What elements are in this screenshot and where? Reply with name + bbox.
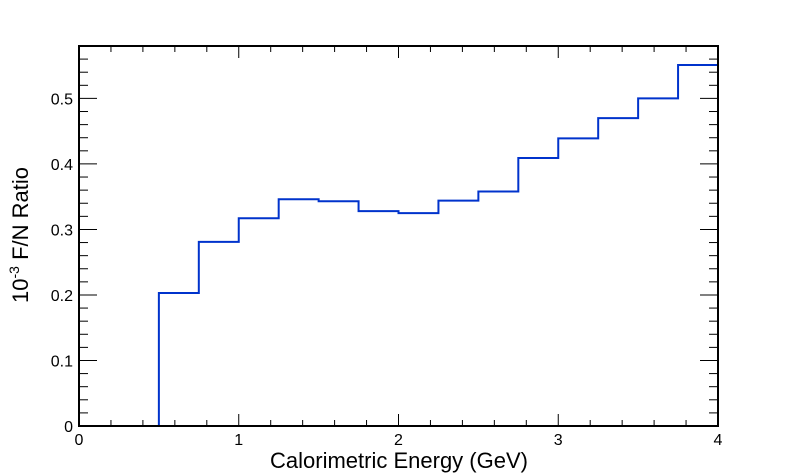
x-axis-title: Calorimetric Energy (GeV) <box>270 448 528 473</box>
y-tick-label: 0.2 <box>51 288 73 305</box>
tick-labels-layer: 0 1 2 3 4 0 0.1 0.2 0.3 0.4 0.5 <box>51 91 723 449</box>
y-axis-title-text: F/N Ratio <box>8 167 33 266</box>
x-tick-label: 0 <box>75 432 84 449</box>
y-tick-label: 0.1 <box>51 353 73 370</box>
y-tick-label: 0.3 <box>51 222 73 239</box>
x-tick-label: 3 <box>554 432 563 449</box>
x-tick-label: 1 <box>234 432 243 449</box>
ticks-layer <box>78 45 719 427</box>
plot-frame <box>78 45 719 427</box>
x-tick-label: 4 <box>714 432 723 449</box>
x-tick-label: 2 <box>394 432 403 449</box>
y-axis-title: 10-3 F/N Ratio <box>6 167 33 303</box>
y-tick-label: 0 <box>64 419 73 436</box>
y-tick-label: 0.4 <box>51 157 73 174</box>
y-tick-label: 0.5 <box>51 91 73 108</box>
y-axis-title-base: 10 <box>8 279 33 303</box>
y-axis-title-exponent: -3 <box>6 266 22 279</box>
histogram-step-line <box>79 64 718 427</box>
